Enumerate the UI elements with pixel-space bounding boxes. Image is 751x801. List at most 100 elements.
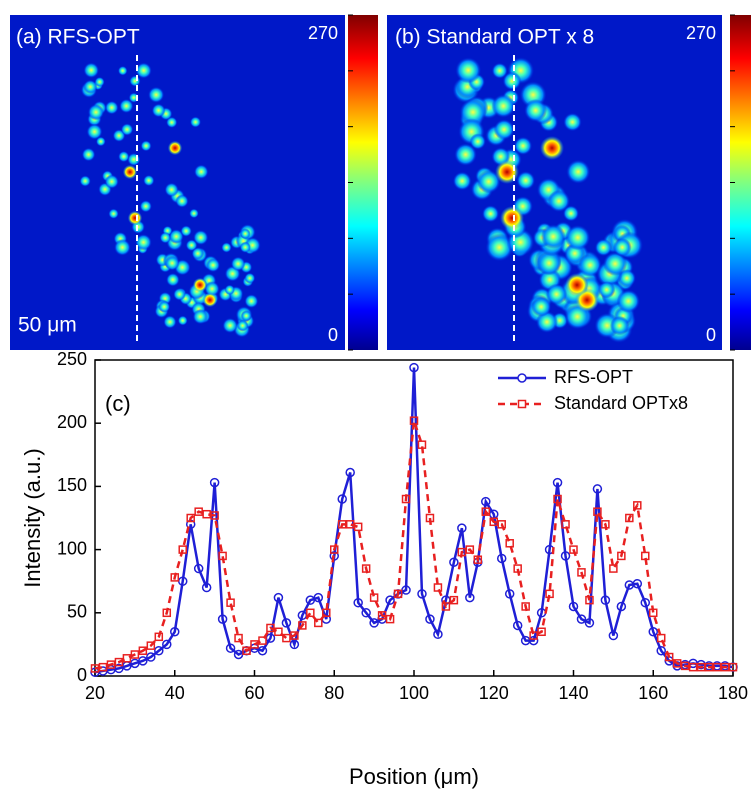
marker xyxy=(688,662,698,672)
spot xyxy=(151,103,166,118)
marker xyxy=(401,494,411,504)
marker xyxy=(353,597,363,608)
spot xyxy=(94,76,105,88)
marker xyxy=(337,494,347,504)
spot xyxy=(104,100,119,115)
marker xyxy=(250,640,259,649)
spot xyxy=(166,272,180,287)
spot xyxy=(493,119,515,140)
marker xyxy=(242,646,251,655)
spot xyxy=(524,98,548,122)
marker xyxy=(282,633,291,643)
x-tick-label: 80 xyxy=(324,683,344,703)
spot xyxy=(108,208,119,219)
marker xyxy=(154,632,164,642)
marker xyxy=(409,416,419,425)
marker xyxy=(393,589,403,599)
spot xyxy=(236,319,249,332)
spot xyxy=(202,292,218,308)
marker xyxy=(281,618,292,628)
marker xyxy=(513,564,522,573)
spot xyxy=(117,65,128,76)
spot xyxy=(566,159,591,184)
marker xyxy=(593,507,602,516)
spot xyxy=(175,194,189,208)
spot xyxy=(536,250,562,276)
panel-label: (c) xyxy=(105,391,131,416)
spot xyxy=(491,62,508,79)
spot xyxy=(119,98,134,114)
spot xyxy=(167,140,183,156)
marker xyxy=(633,501,642,510)
marker xyxy=(489,517,498,527)
marker xyxy=(625,513,634,523)
spot xyxy=(222,317,238,334)
spot xyxy=(164,182,179,197)
spot xyxy=(189,208,199,219)
spot xyxy=(194,164,209,179)
marker xyxy=(537,627,546,637)
x-tick-label: 100 xyxy=(399,683,429,703)
marker xyxy=(457,547,467,557)
marker xyxy=(234,633,243,643)
marker xyxy=(568,601,579,612)
y-tick-label: 200 xyxy=(57,412,87,432)
spot xyxy=(158,300,171,313)
marker xyxy=(122,654,132,663)
y-tick-label: 150 xyxy=(57,475,87,495)
marker xyxy=(553,494,562,504)
spot xyxy=(540,136,564,160)
x-tick-label: 20 xyxy=(85,683,105,703)
marker xyxy=(720,662,730,672)
spot xyxy=(562,205,580,222)
marker xyxy=(672,659,682,668)
marker xyxy=(465,545,475,554)
y-tick-label: 100 xyxy=(57,538,87,558)
spot xyxy=(163,315,177,329)
marker xyxy=(592,484,603,494)
x-tick-label: 160 xyxy=(638,683,668,703)
marker xyxy=(649,608,658,618)
marker xyxy=(258,636,267,645)
marker xyxy=(609,564,618,573)
marker xyxy=(217,614,228,624)
spot xyxy=(455,57,482,84)
marker xyxy=(696,662,706,672)
marker xyxy=(369,593,379,602)
marker xyxy=(146,652,156,662)
marker xyxy=(225,643,236,653)
spot xyxy=(239,241,251,253)
spot xyxy=(459,98,487,126)
marker xyxy=(577,568,586,577)
marker xyxy=(473,555,483,564)
marker xyxy=(656,633,666,643)
spot xyxy=(129,75,141,87)
spot xyxy=(578,253,602,277)
spot xyxy=(240,310,252,322)
spot xyxy=(118,150,130,163)
marker xyxy=(138,646,148,655)
spot xyxy=(230,256,246,272)
marker xyxy=(409,362,419,373)
spot xyxy=(224,284,235,295)
marker xyxy=(377,611,387,620)
spot xyxy=(491,94,516,118)
marker xyxy=(576,614,587,624)
marker xyxy=(306,608,315,618)
spot xyxy=(87,104,105,121)
spot xyxy=(122,164,138,180)
marker xyxy=(314,618,323,628)
spot xyxy=(485,233,514,262)
y-tick-label: 50 xyxy=(67,602,87,622)
spot xyxy=(565,273,589,297)
spot xyxy=(159,231,172,244)
marker xyxy=(345,520,355,529)
spot xyxy=(114,239,131,256)
marker xyxy=(266,623,275,633)
marker xyxy=(194,507,203,516)
spot xyxy=(500,206,524,230)
spot xyxy=(139,200,152,213)
spot xyxy=(206,258,221,273)
marker xyxy=(712,662,722,672)
